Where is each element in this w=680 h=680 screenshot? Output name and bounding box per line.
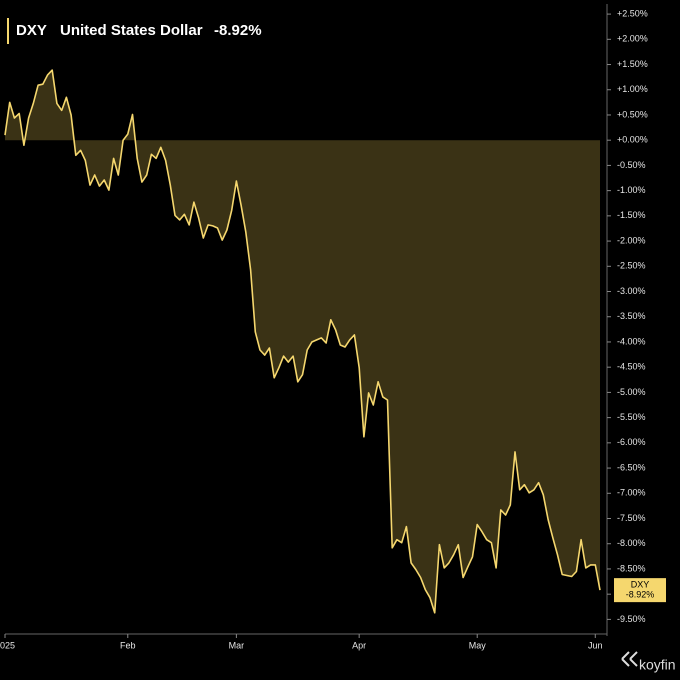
x-tick-label: Mar (229, 640, 245, 650)
change-label: -8.92% (214, 22, 262, 39)
y-tick-label: -4.00% (617, 336, 646, 346)
logo: koyfin (621, 651, 676, 673)
y-tick-label: -6.00% (617, 437, 646, 447)
y-tick-label: -5.00% (617, 387, 646, 397)
y-tick-label: -2.50% (617, 261, 646, 271)
y-tick-label: +0.00% (617, 135, 648, 145)
end-tag-name: DXY (631, 580, 650, 590)
end-tag: DXY-8.92% (614, 578, 666, 603)
x-tick-label: Apr (352, 640, 366, 650)
x-tick-label: May (469, 640, 487, 650)
y-tick-label: +0.50% (617, 109, 648, 119)
logo-icon (621, 651, 638, 667)
y-tick-label: -0.50% (617, 160, 646, 170)
y-tick-label: -6.50% (617, 462, 646, 472)
y-tick-label: -8.50% (617, 563, 646, 573)
y-tick-label: -7.50% (617, 513, 646, 523)
x-tick-label: Jun (588, 640, 603, 650)
y-tick-label: -3.00% (617, 286, 646, 296)
y-tick-label: +2.00% (617, 34, 648, 44)
y-tick-label: -3.50% (617, 311, 646, 321)
x-tick-label: Feb (120, 640, 136, 650)
y-tick-label: -1.50% (617, 210, 646, 220)
y-tick-label: +1.50% (617, 59, 648, 69)
y-tick-label: -1.00% (617, 185, 646, 195)
end-tag-box (614, 578, 666, 603)
end-tag-value: -8.92% (626, 590, 655, 600)
y-tick-label: +2.50% (617, 8, 648, 18)
y-tick-label: -2.00% (617, 235, 646, 245)
chart-title: United States Dollar (60, 22, 203, 39)
x-tick-label: 2025 (0, 640, 15, 650)
line (4, 69, 601, 614)
brand: koyfin (639, 657, 676, 673)
y-tick-label: -5.50% (617, 412, 646, 422)
y-tick-label: -9.50% (617, 614, 646, 624)
ticker: DXY (16, 22, 47, 39)
y-tick-label: -7.00% (617, 488, 646, 498)
y-tick-label: +1.00% (617, 84, 648, 94)
area (5, 70, 600, 613)
y-tick-label: -8.00% (617, 538, 646, 548)
y-tick-label: -4.50% (617, 362, 646, 372)
